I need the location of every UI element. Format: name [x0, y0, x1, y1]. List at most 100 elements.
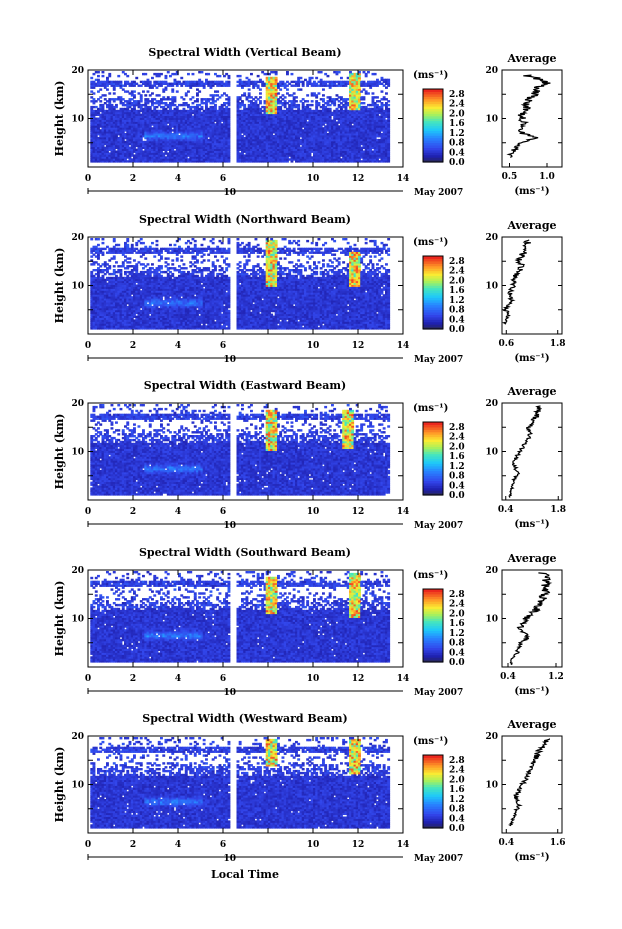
- average-x-label: (ms⁻¹): [514, 186, 549, 197]
- heatmap-cell: [295, 96, 298, 98]
- heatmap-cell: [286, 92, 289, 94]
- panel-title: Spectral Width (Northward Beam): [139, 213, 351, 226]
- heatmap-cell: [291, 73, 294, 75]
- colorbar-tick-label: 0.0: [449, 158, 465, 168]
- heatmap-cell: [336, 94, 339, 96]
- panel-1: Spectral Width (Northward Beam)0 2 4 6 10 12 1…: [53, 213, 566, 365]
- heatmap-cell: [99, 88, 102, 90]
- heatmap-cell: [250, 73, 253, 75]
- heatmap-cell: [293, 92, 296, 94]
- colorbar-tick-label: 2.8: [449, 90, 465, 100]
- heatmap-cell: [383, 96, 386, 98]
- heatmap-cell: [187, 90, 190, 92]
- heatmap-cell: [135, 77, 138, 79]
- heatmap-cell: [205, 79, 208, 81]
- heatmap-cell: [133, 90, 136, 92]
- heatmap-cell: [90, 90, 93, 92]
- heatmap-cell: [165, 75, 168, 77]
- heatmap-cell: [97, 79, 100, 81]
- heatmap-cell: [340, 96, 343, 98]
- heatmap-cell: [304, 79, 307, 81]
- heatmap-cell: [257, 75, 260, 77]
- average-y-tick-label: 10: [485, 115, 498, 125]
- heatmap-cell: [340, 77, 343, 79]
- heatmap-cell: [183, 108, 186, 110]
- heatmap: [90, 238, 390, 330]
- heatmap-cell: [117, 75, 120, 77]
- heatmap-cell: [126, 90, 129, 92]
- heatmap-cell: [216, 94, 219, 96]
- heatmap-cell: [381, 77, 384, 79]
- heatmap-cell: [329, 108, 332, 110]
- y-axis-label: Height (km): [53, 81, 66, 157]
- heatmap-cell: [147, 79, 150, 81]
- heatmap-cell: [248, 88, 251, 90]
- heatmap-cell: [306, 94, 309, 96]
- heatmap-cell: [97, 75, 100, 77]
- heatmap-cell: [90, 96, 93, 98]
- heatmap-cell: [97, 71, 100, 73]
- heatmap-cell: [216, 90, 219, 92]
- heatmap-cell: [385, 92, 388, 94]
- heatmap-cell: [214, 73, 217, 75]
- heatmap-cell: [282, 94, 285, 96]
- heatmap-cell: [275, 77, 278, 79]
- heatmap-cell: [90, 77, 93, 79]
- heatmap-cell: [243, 92, 246, 94]
- colorbar-label: (ms⁻¹): [413, 70, 448, 81]
- heatmap-cell: [286, 81, 289, 83]
- heatmap-cell: [239, 79, 242, 81]
- heatmap-cell: [311, 100, 314, 102]
- heatmap-cell: [297, 104, 300, 106]
- average-x-tick-label: 0.5: [502, 172, 518, 182]
- colorbar-tick-label: 1.2: [449, 129, 465, 139]
- heatmap-cell: [126, 81, 129, 83]
- x-tick-label: 0: [85, 174, 91, 184]
- heatmap-cell: [322, 88, 325, 90]
- heatmap-cell: [185, 102, 188, 104]
- panel-0: Spectral Width (Vertical Beam)0 2 4 6 10 12 14…: [53, 46, 562, 198]
- heatmap-cell: [196, 88, 199, 90]
- x-tick-label: 10: [307, 174, 320, 184]
- average-title: Average: [506, 52, 556, 65]
- heatmap-cell: [363, 81, 366, 83]
- heatmap-cell: [221, 81, 224, 83]
- heatmap-cell: [196, 98, 199, 100]
- heatmap-cell: [376, 96, 379, 98]
- heatmap-cell: [259, 79, 262, 81]
- y-tick-label: 20: [71, 66, 84, 76]
- average-profile-line: [509, 75, 551, 157]
- heatmap-cell: [259, 92, 262, 94]
- heatmap-cell: [282, 81, 285, 83]
- date-label: May 2007: [414, 188, 463, 198]
- heatmap-cell: [142, 90, 145, 92]
- heatmap-cell: [338, 71, 341, 73]
- heatmap-cell: [147, 98, 150, 100]
- heatmap-cell: [167, 96, 170, 98]
- heatmap-cell: [324, 73, 327, 75]
- heatmap-cell: [320, 79, 323, 81]
- heatmap-cell: [219, 75, 222, 77]
- heatmap-cell: [165, 102, 168, 104]
- heatmap-cell: [329, 96, 332, 98]
- heatmap-cell: [104, 98, 107, 100]
- x-tick-label: 6: [220, 174, 226, 184]
- heatmap-cell: [300, 77, 303, 79]
- x-tick-label: 2: [130, 174, 136, 184]
- colorbar-tick-label: 1.6: [449, 119, 465, 129]
- heatmap-cell: [374, 73, 377, 75]
- heatmap-cell: [363, 102, 366, 104]
- heatmap-cell: [349, 71, 352, 73]
- heatmap-cell: [165, 81, 168, 83]
- heatmap-cell: [120, 81, 123, 83]
- heatmap-cell: [174, 96, 177, 98]
- heatmap-cell: [286, 71, 289, 73]
- heatmap-cell: [102, 75, 105, 77]
- heatmap-cell: [363, 88, 366, 90]
- heatmap-cell: [311, 104, 314, 106]
- heatmap-cell: [180, 77, 183, 79]
- colorbar-tick-label: 0.4: [449, 148, 465, 158]
- heatmap-cell: [363, 96, 366, 98]
- heatmap-cell: [302, 98, 305, 100]
- heatmap-cell: [315, 100, 318, 102]
